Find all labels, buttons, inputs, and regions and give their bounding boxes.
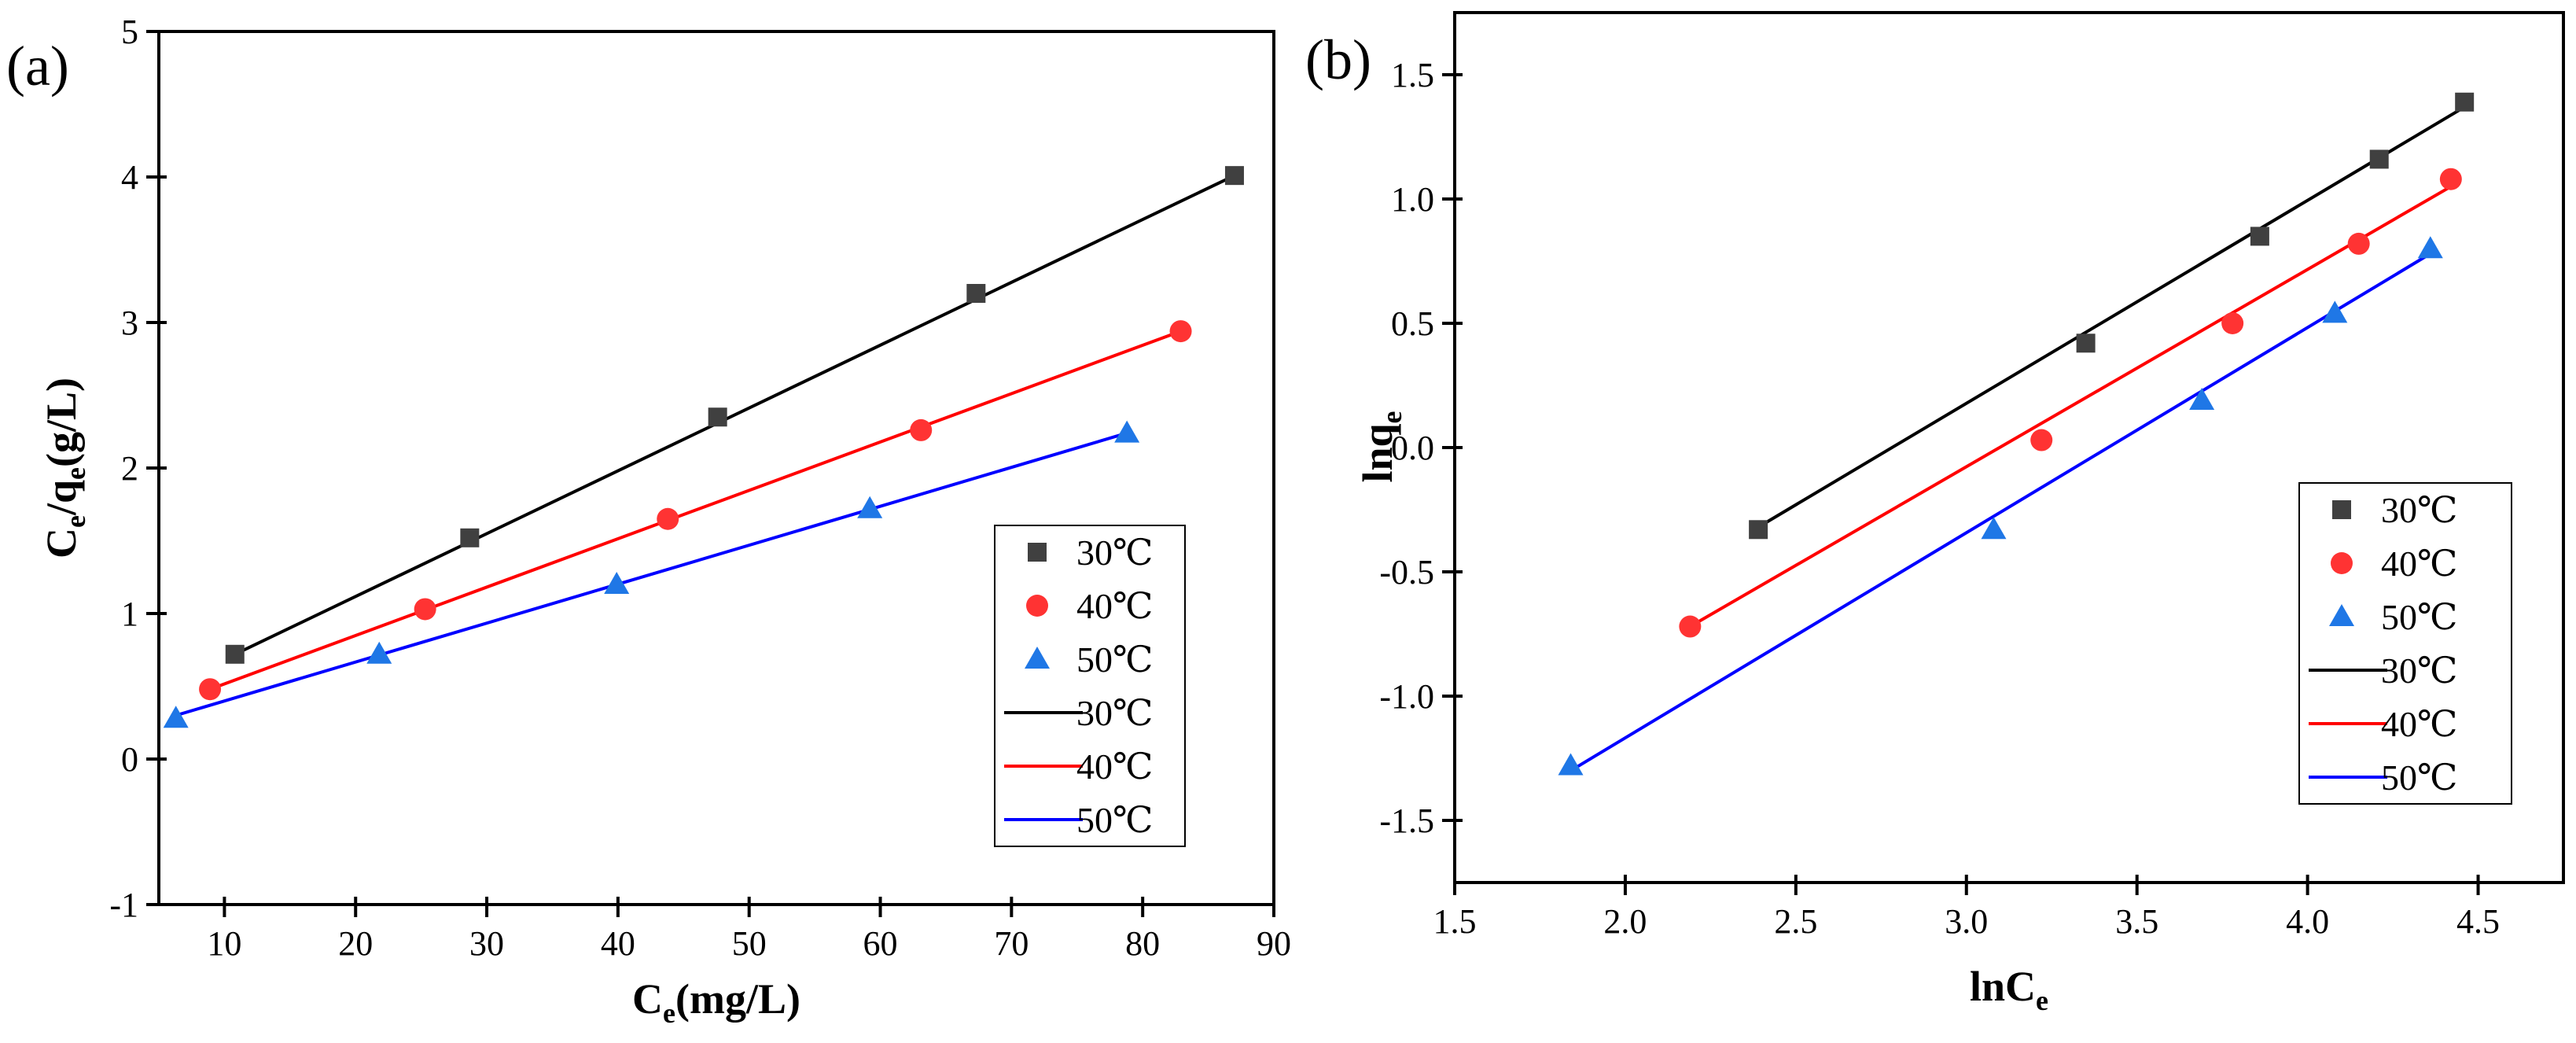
legend-marker bbox=[2332, 500, 2351, 519]
data-point-series-1 bbox=[708, 407, 727, 427]
data-point-series-3 bbox=[366, 641, 392, 664]
data-point-series-2 bbox=[1679, 615, 1702, 638]
fit-line-2 bbox=[1689, 185, 2452, 628]
legend-marker bbox=[1025, 647, 1050, 669]
y-axis-label: lnqe bbox=[1354, 411, 1408, 482]
legend-label: 40℃ bbox=[1076, 586, 1153, 626]
legend-label: 40℃ bbox=[1076, 746, 1153, 787]
x-axis-label: lnCe bbox=[1970, 963, 2048, 1016]
legend-label: 50℃ bbox=[2381, 597, 2457, 637]
data-point-series-1 bbox=[1749, 520, 1768, 540]
x-tick-label: 3.0 bbox=[1945, 902, 1988, 941]
y-tick-label: -1 bbox=[109, 886, 138, 924]
data-point-series-3 bbox=[1558, 753, 1584, 776]
legend-label: 40℃ bbox=[2381, 544, 2457, 584]
legend: 30℃ 40℃ 50℃ 30℃ 40℃ 50℃ bbox=[2298, 482, 2512, 805]
data-point-series-1 bbox=[2076, 334, 2096, 353]
data-point-series-3 bbox=[2322, 300, 2348, 323]
fit-line-1 bbox=[1757, 105, 2466, 529]
panel-b-freundlich-plot: (b) 1.5 2.0 2.5 3.0 3.5 4.0 4.5 -1.5 -1.0 -0.5 0.0 0… bbox=[1305, 11, 2565, 1016]
panel-label: (b) bbox=[1305, 28, 1371, 91]
legend-label: 50℃ bbox=[1076, 639, 1153, 680]
legend-marker bbox=[2329, 604, 2354, 626]
data-point-series-2 bbox=[910, 418, 933, 441]
legend-label: 50℃ bbox=[1076, 800, 1153, 840]
data-point-series-3 bbox=[604, 572, 630, 594]
fit-line-3 bbox=[175, 431, 1128, 717]
panel-label: (a) bbox=[6, 35, 69, 98]
data-point-series-2 bbox=[2347, 232, 2370, 255]
y-tick-label: 0 bbox=[121, 740, 138, 779]
x-tick-label: 4.0 bbox=[2286, 902, 2329, 941]
legend-marker bbox=[1028, 543, 1047, 562]
y-tick-label: 0.5 bbox=[1391, 304, 1434, 343]
x-tick-label: 2.5 bbox=[1774, 902, 1817, 941]
x-tick-label: 60 bbox=[863, 924, 898, 963]
data-point-series-2 bbox=[414, 598, 436, 621]
y-tick-label: 1.0 bbox=[1391, 180, 1434, 219]
data-point-series-1 bbox=[2455, 92, 2475, 112]
x-tick-label: 10 bbox=[207, 924, 241, 963]
legend-label: 50℃ bbox=[2381, 757, 2457, 798]
x-tick-label: 4.5 bbox=[2456, 902, 2500, 941]
fit-line-1 bbox=[234, 174, 1235, 656]
x-tick-label: 2.0 bbox=[1603, 902, 1647, 941]
legend-label: 40℃ bbox=[2381, 704, 2457, 744]
data-point-series-1 bbox=[966, 284, 986, 303]
x-tick-label: 70 bbox=[994, 924, 1029, 963]
fit-line-2 bbox=[209, 330, 1182, 691]
data-point-series-2 bbox=[2221, 312, 2244, 334]
data-point-series-2 bbox=[199, 678, 222, 701]
data-point-series-3 bbox=[1981, 517, 2007, 540]
x-tick-label: 80 bbox=[1125, 924, 1160, 963]
data-point-series-2 bbox=[2439, 168, 2462, 190]
data-point-series-3 bbox=[2417, 236, 2443, 259]
y-tick-label: -1.0 bbox=[1379, 677, 1434, 716]
x-tick-label: 3.5 bbox=[2115, 902, 2158, 941]
legend-label: 30℃ bbox=[2381, 650, 2457, 691]
data-point-series-2 bbox=[2030, 429, 2053, 451]
y-tick-label: 4 bbox=[121, 158, 138, 197]
data-point-series-2 bbox=[1169, 320, 1192, 343]
x-axis-label: Ce(mg/L) bbox=[632, 975, 800, 1029]
legend-box bbox=[2298, 482, 2512, 805]
data-point-series-1 bbox=[460, 528, 480, 547]
data-point-series-3 bbox=[163, 706, 189, 728]
fit-line-3 bbox=[1570, 252, 2431, 772]
legend-label: 30℃ bbox=[2381, 490, 2457, 530]
legend-box bbox=[994, 525, 1186, 847]
x-tick-label: 30 bbox=[469, 924, 504, 963]
y-tick-label: 1 bbox=[121, 595, 138, 633]
y-tick-label: 5 bbox=[121, 13, 138, 51]
y-tick-label: 3 bbox=[121, 304, 138, 342]
legend-label: 30℃ bbox=[1076, 533, 1153, 573]
y-tick-label: -0.5 bbox=[1379, 553, 1434, 592]
data-point-series-2 bbox=[657, 507, 679, 530]
panel-a-langmuir-plot: (a) 10 20 30 40 50 60 70 80 90 -1 0 1 2 3 4 5 Ce(mg/L) Ce/… bbox=[6, 13, 1291, 1029]
y-tick-label: 2 bbox=[121, 449, 138, 488]
x-tick-label: 40 bbox=[601, 924, 635, 963]
data-point-series-1 bbox=[2369, 149, 2389, 169]
legend: 30℃ 40℃ 50℃ 30℃ 40℃ 50℃ bbox=[994, 525, 1186, 847]
x-tick-label: 50 bbox=[732, 924, 767, 963]
y-tick-label: 0.0 bbox=[1391, 429, 1434, 467]
legend-label: 30℃ bbox=[1076, 693, 1153, 733]
x-tick-label: 90 bbox=[1257, 924, 1291, 963]
x-tick-label: 20 bbox=[338, 924, 373, 963]
data-point-series-3 bbox=[2189, 387, 2215, 410]
data-point-series-3 bbox=[1114, 420, 1140, 443]
y-axis-label: Ce/qe(g/L) bbox=[38, 378, 91, 558]
data-point-series-1 bbox=[1224, 166, 1244, 186]
x-tick-label: 1.5 bbox=[1433, 902, 1477, 941]
data-point-series-1 bbox=[2250, 227, 2269, 246]
y-tick-label: 1.5 bbox=[1391, 56, 1434, 94]
y-tick-label: -1.5 bbox=[1379, 802, 1434, 840]
legend-marker bbox=[1026, 595, 1048, 617]
data-point-series-3 bbox=[857, 496, 883, 518]
legend-marker bbox=[2331, 552, 2353, 574]
data-point-series-1 bbox=[225, 644, 245, 664]
